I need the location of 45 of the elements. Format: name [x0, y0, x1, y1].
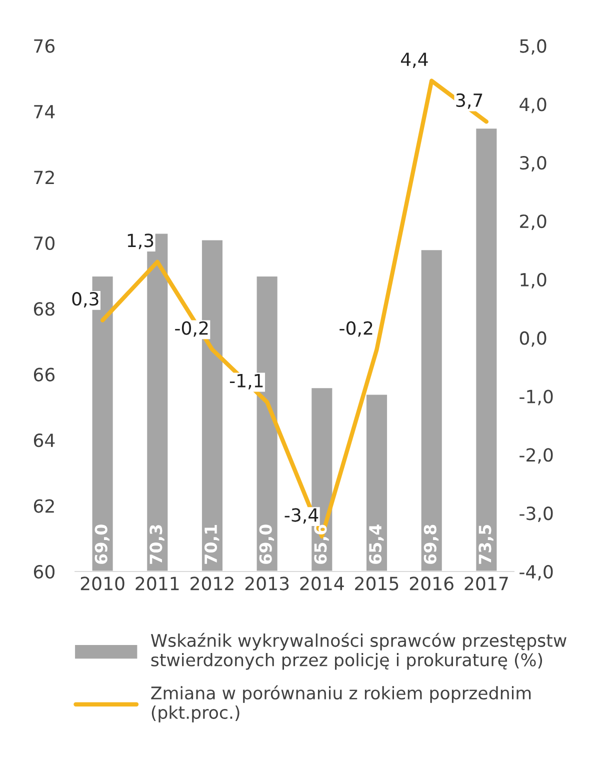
data-label: 0,3 — [72, 292, 98, 308]
x-tick-label: 2014 — [300, 576, 344, 590]
data-label: 69,0 — [259, 524, 274, 564]
y2-tick-label: 0,0 — [520, 331, 546, 347]
data-label: 65,4 — [368, 524, 384, 564]
x-tick-label: 2013 — [245, 576, 289, 590]
data-label: 69,0 — [94, 524, 110, 564]
y-tick-label: 70 — [34, 236, 54, 250]
data-label: -0,2 — [175, 321, 208, 337]
x-tick-label: 2011 — [136, 576, 179, 590]
data-label: 4,4 — [400, 52, 428, 68]
data-label: 1,3 — [128, 234, 154, 250]
y2-tick-label: -2,0 — [520, 448, 553, 464]
data-label: 65,6 — [314, 524, 329, 564]
y-tick-label: 62 — [34, 499, 54, 513]
x-tick-label: 2012 — [190, 576, 234, 590]
data-label: -1,1 — [230, 374, 263, 390]
y-tick-label: 68 — [34, 302, 54, 316]
y2-tick-label: 1,0 — [520, 272, 546, 288]
x-tick-label: 2010 — [80, 576, 124, 590]
y-tick-label: 66 — [34, 368, 55, 382]
y2-tick-label: 4,0 — [520, 98, 546, 114]
x-tick-label: 2017 — [464, 576, 508, 590]
y-tick-label: 72 — [34, 170, 54, 184]
y-tick-label: 74 — [34, 105, 55, 118]
data-label: -3,4 — [284, 508, 318, 524]
y-tick-label: 64 — [34, 434, 55, 448]
y2-tick-label: -3,0 — [520, 506, 553, 522]
data-label: 73,5 — [478, 524, 494, 564]
data-label: 3,7 — [456, 93, 482, 109]
x-tick-label: 2016 — [410, 576, 454, 590]
y-tick-label: 76 — [34, 39, 55, 53]
y2-tick-label: 5,0 — [520, 39, 546, 55]
y2-tick-label: -1,0 — [520, 390, 553, 406]
y-tick-label: 60 — [34, 564, 54, 579]
y2-tick-label: -4,0 — [520, 564, 553, 580]
data-label: 70,1 — [204, 524, 220, 564]
y2-tick-label: 2,0 — [520, 214, 546, 230]
y2-tick-label: 3,0 — [520, 156, 546, 172]
legend-label: Zmiana w porównaniu z rokiem poprzednim (pkt.proc.) — [151, 685, 531, 722]
legend-label: Wskaźnik wykrywalności sprawców przestępstw stwierdzonych przez policję i prokuraturę (%) — [150, 632, 566, 670]
data-label: 70,3 — [150, 525, 164, 564]
data-label: -0,2 — [340, 321, 372, 337]
x-tick-label: 2015 — [355, 576, 398, 590]
data-label: 69,8 — [424, 524, 439, 564]
